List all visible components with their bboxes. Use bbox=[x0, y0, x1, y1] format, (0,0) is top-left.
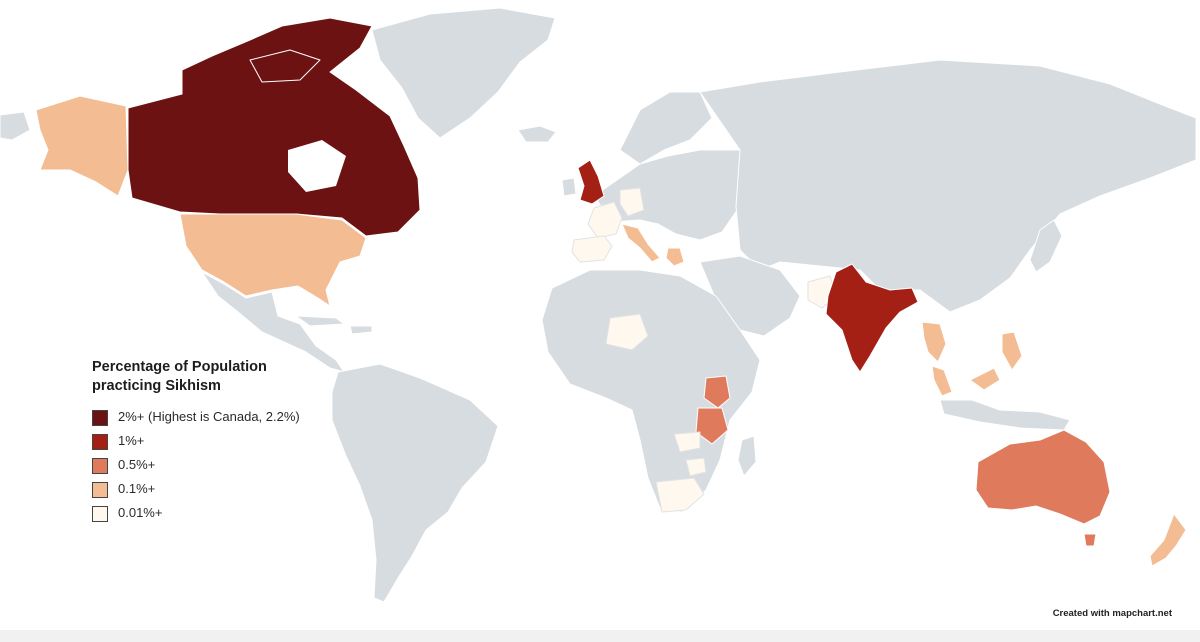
europe-mainland[interactable] bbox=[593, 149, 741, 241]
legend-label: 2%+ (Highest is Canada, 2.2%) bbox=[118, 409, 300, 424]
legend-swatch bbox=[92, 434, 108, 450]
scandinavia[interactable] bbox=[619, 91, 713, 165]
region-canada-arctic-islands[interactable] bbox=[249, 49, 321, 83]
africa[interactable] bbox=[541, 269, 761, 513]
russia-far-east-west[interactable] bbox=[0, 111, 31, 141]
region-india[interactable] bbox=[825, 263, 919, 373]
region-zimbabwe[interactable] bbox=[685, 457, 707, 477]
legend-label: 1%+ bbox=[118, 433, 145, 448]
region-philippines[interactable] bbox=[1001, 331, 1023, 371]
region-malaysia[interactable] bbox=[931, 365, 953, 397]
greenland[interactable] bbox=[371, 7, 556, 139]
legend-title: Percentage of Population practicing Sikh… bbox=[92, 358, 352, 396]
legend-item: 0.1%+ bbox=[92, 480, 352, 498]
region-spain[interactable] bbox=[571, 235, 613, 263]
region-kenya[interactable] bbox=[703, 375, 731, 409]
credit-text: Created with mapchart.net bbox=[1052, 608, 1172, 619]
japan[interactable] bbox=[1029, 219, 1063, 273]
legend-item: 1%+ bbox=[92, 432, 352, 450]
legend-item: 0.01%+ bbox=[92, 504, 352, 522]
region-new-zealand[interactable] bbox=[1149, 513, 1187, 567]
region-canada[interactable] bbox=[127, 17, 421, 237]
region-alaska[interactable] bbox=[35, 95, 129, 197]
region-niger[interactable] bbox=[605, 313, 649, 351]
region-greece[interactable] bbox=[665, 247, 685, 267]
region-france[interactable] bbox=[587, 201, 623, 239]
caribbean-hispaniola[interactable] bbox=[349, 325, 373, 335]
legend-item: 2%+ (Highest is Canada, 2.2%) bbox=[92, 408, 352, 426]
region-tanzania[interactable] bbox=[695, 407, 729, 445]
legend-swatch bbox=[92, 458, 108, 474]
region-united-states[interactable] bbox=[179, 213, 367, 307]
region-malaysia-borneo[interactable] bbox=[969, 367, 1001, 391]
region-italy[interactable] bbox=[621, 223, 661, 263]
region-south-africa[interactable] bbox=[655, 477, 705, 513]
mexico-central-america[interactable] bbox=[201, 271, 345, 373]
madagascar[interactable] bbox=[737, 435, 757, 477]
hudson-bay bbox=[288, 140, 346, 192]
legend-swatch bbox=[92, 506, 108, 522]
legend-swatch bbox=[92, 482, 108, 498]
legend-title-line2: practicing Sikhism bbox=[92, 378, 221, 394]
legend-item: 0.5%+ bbox=[92, 456, 352, 474]
region-united-kingdom[interactable] bbox=[577, 159, 605, 205]
region-australia[interactable] bbox=[975, 429, 1111, 525]
caribbean-cuba[interactable] bbox=[295, 315, 345, 327]
legend-title-line1: Percentage of Population bbox=[92, 359, 267, 375]
legend-label: 0.01%+ bbox=[118, 505, 163, 520]
region-tasmania[interactable] bbox=[1083, 533, 1097, 547]
region-germany[interactable] bbox=[619, 187, 645, 217]
south-america[interactable] bbox=[331, 363, 499, 603]
bottom-strip bbox=[0, 630, 1200, 642]
legend-swatch bbox=[92, 410, 108, 426]
indonesia[interactable] bbox=[939, 399, 1071, 431]
iceland[interactable] bbox=[517, 125, 557, 143]
ireland[interactable] bbox=[561, 177, 577, 197]
region-zambia[interactable] bbox=[673, 431, 701, 453]
legend-label: 0.1%+ bbox=[118, 481, 156, 496]
legend-label: 0.5%+ bbox=[118, 457, 156, 472]
region-thailand[interactable] bbox=[921, 321, 947, 363]
legend: Percentage of Population practicing Sikh… bbox=[92, 358, 352, 528]
